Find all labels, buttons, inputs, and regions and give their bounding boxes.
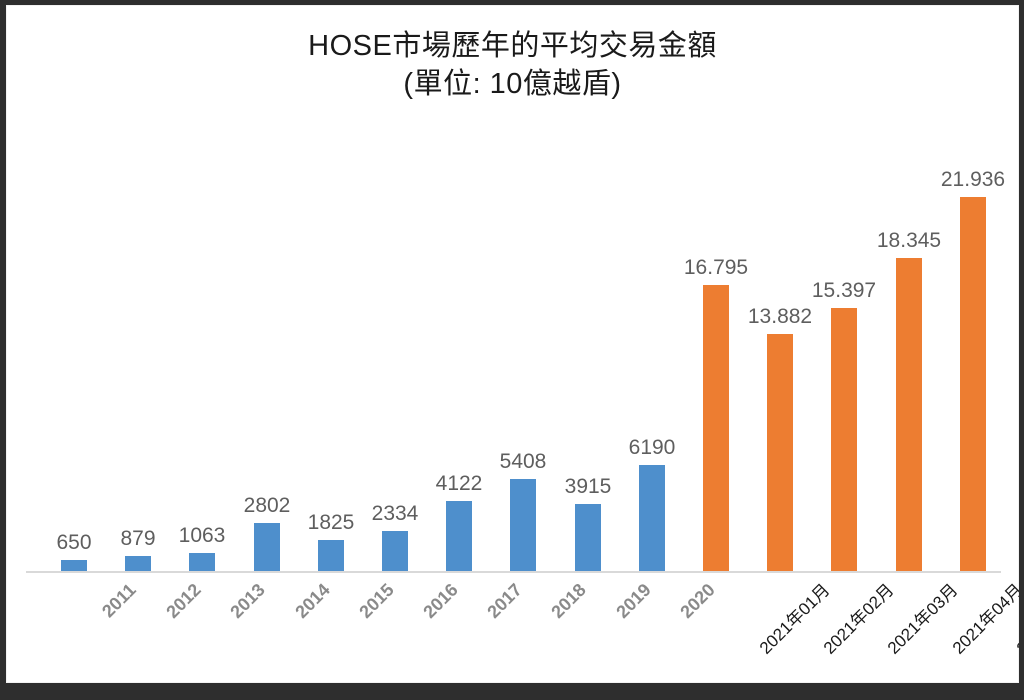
x-tick-2015: 2015 bbox=[355, 579, 398, 623]
bar-2011[interactable] bbox=[61, 560, 87, 571]
chart-subtitle: (單位: 10億越盾) bbox=[403, 68, 622, 100]
bar-2021年03月[interactable] bbox=[831, 308, 857, 571]
bar-2021年05月[interactable] bbox=[960, 197, 986, 571]
bar-2013[interactable] bbox=[189, 553, 215, 571]
data-label-2021年05月: 21.936 bbox=[940, 168, 1006, 191]
data-label-2021年02月: 13.882 bbox=[747, 305, 813, 328]
x-tick-2016: 2016 bbox=[419, 579, 462, 623]
x-tick-2020: 2020 bbox=[676, 579, 719, 623]
bar-2021年02月[interactable] bbox=[767, 334, 793, 571]
bar-2018[interactable] bbox=[510, 479, 536, 571]
data-label-2011: 650 bbox=[56, 531, 92, 554]
bar-2017[interactable] bbox=[446, 501, 472, 571]
bar-2012[interactable] bbox=[125, 556, 151, 571]
data-label-2012: 879 bbox=[120, 527, 156, 550]
chart-slide: HOSE市場歷年的平均交易金額 (單位: 10億越盾) 650 2011 879 20… bbox=[6, 5, 1019, 683]
x-tick-2013: 2013 bbox=[226, 579, 269, 623]
category-axis-line bbox=[26, 571, 1001, 573]
x-tick-2014: 2014 bbox=[291, 579, 334, 623]
data-label-2018: 5408 bbox=[499, 450, 547, 473]
data-label-2021年01月: 16.795 bbox=[683, 256, 749, 279]
bar-2021年01月[interactable] bbox=[703, 285, 729, 571]
x-tick-2012: 2012 bbox=[162, 579, 205, 623]
bar-2020[interactable] bbox=[639, 465, 665, 571]
data-label-2020: 6190 bbox=[628, 436, 676, 459]
chart-title: HOSE市場歷年的平均交易金額 bbox=[308, 30, 717, 62]
bar-2021年04月[interactable] bbox=[896, 258, 922, 571]
data-label-2017: 4122 bbox=[435, 472, 483, 495]
data-label-2015: 1825 bbox=[307, 511, 355, 534]
x-tick-2011: 2011 bbox=[98, 579, 140, 622]
data-label-2021年04月: 18.345 bbox=[876, 229, 942, 252]
data-label-2021年03月: 15.397 bbox=[811, 279, 877, 302]
x-tick-2019: 2019 bbox=[612, 579, 655, 623]
x-tick-2018: 2018 bbox=[547, 579, 590, 623]
data-label-2016: 2334 bbox=[371, 502, 419, 525]
bar-2014[interactable] bbox=[254, 523, 280, 571]
data-label-2013: 1063 bbox=[178, 524, 226, 547]
x-tick-2017: 2017 bbox=[483, 579, 526, 623]
data-label-2019: 3915 bbox=[564, 475, 612, 498]
plot-area: 650 2011 879 2012 1063 2013 2802 2014 1825 2015 23… bbox=[6, 5, 1019, 683]
bar-2015[interactable] bbox=[318, 540, 344, 571]
title-block: HOSE市場歷年的平均交易金額 (單位: 10億越盾) bbox=[6, 27, 1019, 103]
data-label-2014: 2802 bbox=[243, 494, 291, 517]
bar-2016[interactable] bbox=[382, 531, 408, 571]
bar-2019[interactable] bbox=[575, 504, 601, 571]
